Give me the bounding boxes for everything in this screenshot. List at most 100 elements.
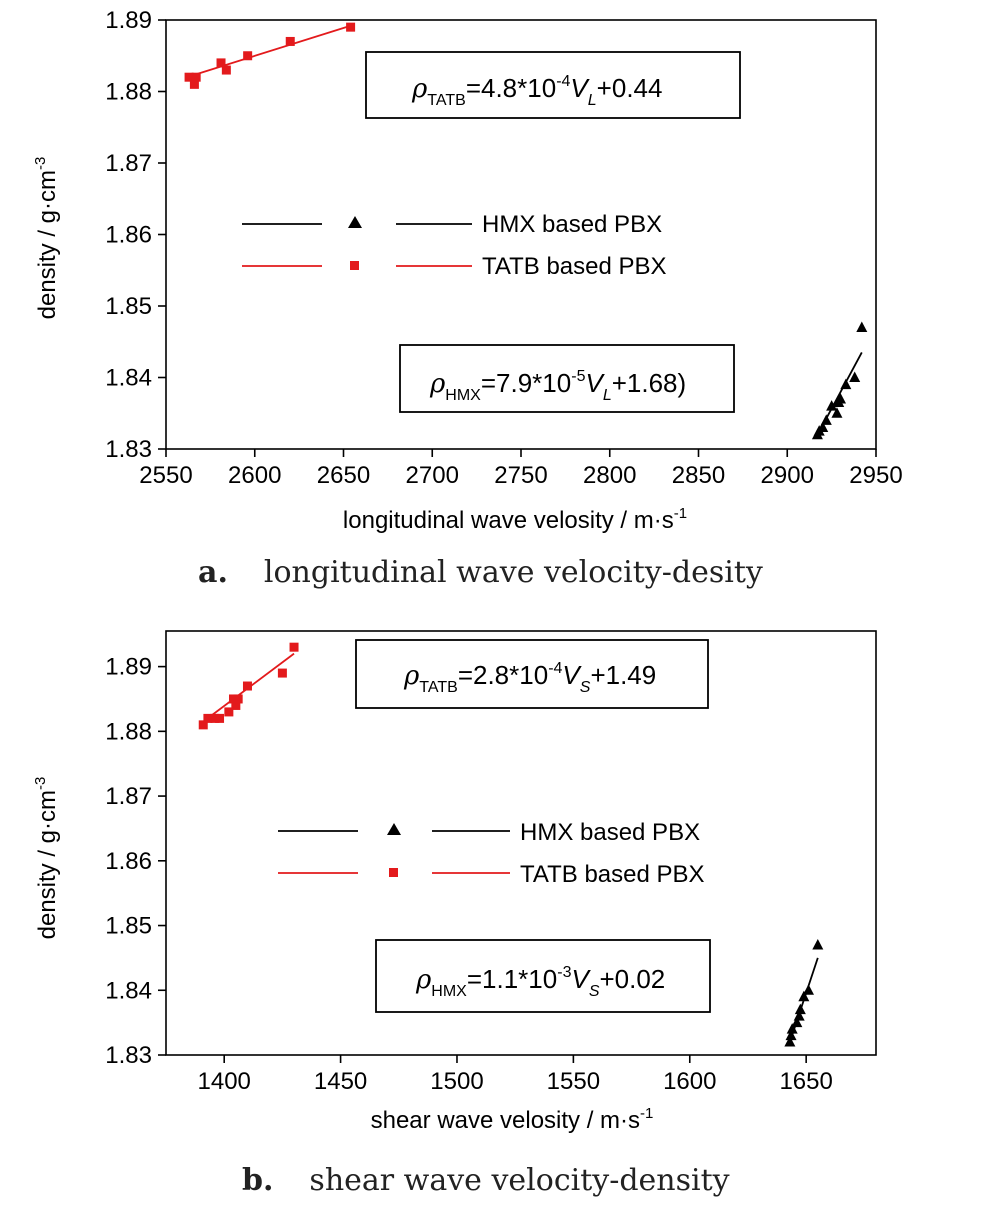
y-tick-label: 1.89	[105, 7, 152, 34]
equation-variable-subscript: L	[588, 92, 597, 109]
data-point-hmx	[785, 1029, 797, 1041]
legend-marker-hmx	[348, 216, 362, 228]
x-axis-label: shear wave velosity / m·s	[371, 1107, 640, 1134]
x-tick-label: 1450	[314, 1068, 367, 1095]
equation-subscript: TATB	[427, 92, 466, 109]
y-tick-label: 1.85	[105, 913, 152, 940]
legend-marker-tatb	[389, 868, 398, 877]
x-tick-label: 2900	[761, 462, 814, 489]
equation-exponent: -4	[556, 73, 570, 90]
equation-exponent: -4	[548, 660, 562, 677]
panel-b: 1400 1450 1500 1550 1600 1650 1.831.841.851.8…	[32, 630, 877, 1198]
equation-exponent: -5	[571, 368, 585, 385]
x-tick-label: 1600	[663, 1068, 716, 1095]
x-tick-label: 1650	[779, 1068, 832, 1095]
data-point-tatb	[242, 681, 252, 691]
equation-coefficient: =1.1*10	[467, 964, 557, 994]
x-tick-label: 2550	[139, 462, 192, 489]
x-tick-label: 2750	[494, 462, 547, 489]
y-tick-label: 1.87	[105, 783, 152, 810]
data-point-tatb	[216, 58, 226, 68]
panel-caption: shear wave velocity-density	[309, 1163, 729, 1198]
data-point-tatb	[231, 700, 241, 710]
y-tick-label: 1.83	[105, 1042, 152, 1069]
y-axis-label-sup: -3	[32, 777, 49, 790]
x-tick-label: 1500	[430, 1068, 483, 1095]
x-tick-label: 2850	[672, 462, 725, 489]
legend-label-hmx: HMX based PBX	[482, 211, 662, 238]
equation-variable-subscript: S	[589, 983, 600, 1000]
data-point-tatb	[224, 707, 234, 717]
data-point-tatb	[210, 713, 220, 723]
legend-label-tatb: TATB based PBX	[520, 861, 705, 888]
y-tick-label: 1.87	[105, 150, 152, 177]
legend: HMX based PBX TATB based PBX	[242, 211, 667, 280]
equation-variable-subscript: L	[603, 387, 612, 404]
y-axis-title: density / g·cm-3	[32, 157, 61, 320]
legend: HMX based PBX TATB based PBX	[278, 819, 705, 888]
equation-box-hmx: ρHMX=1.1*10-3VS+0.02	[375, 939, 711, 1013]
svg-text:ρHMX=1.1*10-3VS+0.02: ρHMX=1.1*10-3VS+0.02	[415, 964, 665, 1000]
data-point-hmx	[831, 407, 843, 418]
data-point-hmx	[798, 990, 810, 1002]
data-point-hmx	[802, 984, 814, 995]
equation-variable: V	[562, 660, 582, 690]
plot-frame	[165, 630, 877, 1056]
equation-variable-subscript: S	[580, 679, 591, 696]
data-point-tatb	[229, 694, 239, 704]
panel-label: b.	[242, 1163, 273, 1198]
svg-text:ρTATB=4.8*10-4VL+0.44: ρTATB=4.8*10-4VL+0.44	[411, 73, 662, 109]
data-point-hmx	[849, 371, 861, 382]
svg-text:density / g·cm-3: density / g·cm-3	[32, 157, 61, 320]
equation-variable: V	[570, 73, 590, 103]
x-tick-label: 2650	[317, 462, 370, 489]
x-axis: 2550 2600 2650 2700 2750 2800 2850 2900 2950	[139, 449, 903, 489]
data-point-hmx	[840, 378, 852, 390]
x-tick-label: 2600	[228, 462, 281, 489]
x-axis: 1400 1450 1500 1550 1600 1650	[198, 1055, 833, 1095]
equation-box-frame	[365, 51, 741, 119]
equation-exponent: -3	[557, 964, 571, 981]
equation-variable: V	[571, 964, 591, 994]
x-axis-label-sup: -1	[674, 505, 687, 522]
x-tick-label: 1550	[547, 1068, 600, 1095]
data-point-hmx	[786, 1023, 798, 1034]
svg-text:shear wave velosity / m·s-1: shear wave velosity / m·s-1	[371, 1105, 654, 1134]
data-point-tatb	[233, 694, 243, 704]
equation-coefficient: =7.9*10	[481, 368, 571, 398]
y-tick-label: 1.85	[105, 293, 152, 320]
equation-rho: ρ	[411, 74, 428, 104]
svg-text:longitudinal wave velosity / m: longitudinal wave velosity / m·s-1	[343, 505, 687, 534]
data-point-hmx	[784, 1036, 796, 1047]
equation-box-hmx: ρHMX=7.9*10-5VL+1.68)	[399, 344, 735, 413]
data-marks	[198, 642, 824, 1047]
y-tick-label: 1.86	[105, 222, 152, 249]
x-tick-label: 2950	[849, 462, 902, 489]
equation-subscript: HMX	[431, 983, 467, 1000]
equation-box-frame	[355, 639, 709, 709]
equation-coefficient: =2.8*10	[458, 660, 548, 690]
y-axis-label: density / g·cm	[34, 170, 61, 319]
data-point-tatb	[289, 642, 299, 652]
data-point-hmx	[856, 321, 868, 332]
data-point-tatb	[184, 72, 194, 82]
data-point-tatb	[203, 713, 213, 723]
y-tick-label: 1.83	[105, 436, 152, 463]
equation-box-frame	[399, 344, 735, 413]
data-point-tatb	[189, 79, 199, 89]
data-point-tatb	[191, 72, 201, 82]
legend-label-hmx: HMX based PBX	[520, 819, 700, 846]
svg-text:b.shear wave velocity-density: b. shear wave velocity-density	[242, 1163, 730, 1198]
data-point-tatb	[277, 668, 287, 678]
legend-label-tatb: TATB based PBX	[482, 253, 667, 280]
y-axis-title: density / g·cm-3	[32, 777, 61, 940]
y-axis: 1.83 1.84 1.85 1.86 1.87 1.88 1.89	[105, 7, 166, 463]
x-axis-label-sup: -1	[640, 1105, 653, 1122]
x-tick-label: 1400	[198, 1068, 251, 1095]
panel-label: a.	[198, 555, 228, 590]
x-tick-label: 2700	[406, 462, 459, 489]
data-point-tatb	[285, 36, 295, 46]
svg-text:ρTATB=2.8*10-4VS+1.49: ρTATB=2.8*10-4VS+1.49	[403, 660, 656, 696]
equation-coefficient: =4.8*10	[466, 73, 556, 103]
